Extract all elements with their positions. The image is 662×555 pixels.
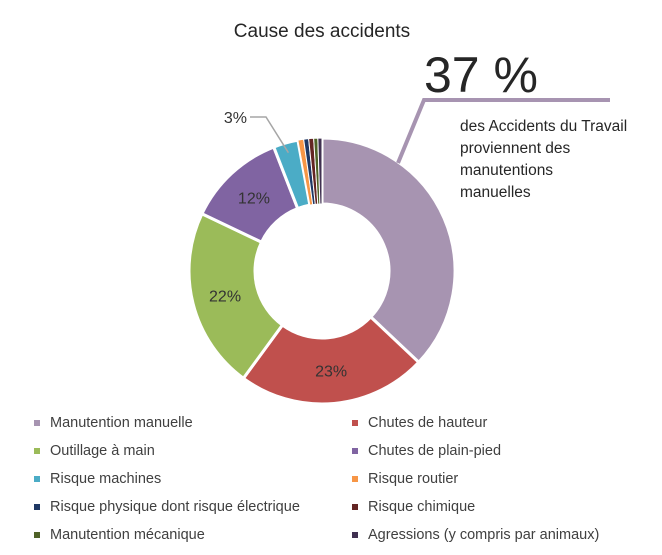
legend-label: Risque physique dont risque électrique [50, 498, 300, 515]
legend-swatch [34, 419, 40, 426]
legend-swatch [352, 503, 358, 510]
legend-item-manutention-manuelle: Manutention manuelle [34, 412, 352, 433]
donut-chart: Cause des accidents 23% 22% 12% 3% 37 % des… [187, 21, 627, 406]
legend-item-chutes-de-hauteur: Chutes de hauteur [352, 412, 644, 433]
legend-label: Manutention mécanique [50, 526, 205, 543]
legend-label: Chutes de hauteur [368, 414, 488, 431]
callout: 37 % des Accidents du Travail proviennen… [396, 47, 627, 201]
leader-line-risque-machines [250, 116, 290, 154]
callout-line-2: proviennent des [460, 140, 571, 157]
legend-item-agressions-y-compris-par-animaux: Agressions (y compris par animaux) [352, 524, 644, 545]
legend-item-risque-chimique: Risque chimique [352, 496, 644, 517]
legend-label: Outillage à main [50, 442, 155, 459]
slice-chutes-de-hauteur [241, 314, 421, 406]
legend-swatch [34, 447, 40, 454]
legend-swatch [34, 475, 40, 482]
legend-item-risque-physique-dont-risque-electrique: Risque physique dont risque électrique [34, 496, 352, 517]
legend-swatch [34, 503, 40, 510]
callout-value: 37 % [424, 47, 538, 103]
legend-item-risque-machines: Risque machines [34, 468, 352, 489]
legend-label: Risque routier [368, 470, 459, 487]
callout-line-3: manutentions [460, 162, 553, 179]
legend-swatch [34, 531, 40, 538]
data-label-risque-machines: 3% [224, 110, 247, 127]
slice-outillage-a-main [187, 211, 285, 381]
chart-title: Cause des accidents [234, 21, 410, 42]
data-label-outillage-a-main: 22% [209, 288, 241, 305]
data-label-chutes-de-hauteur: 23% [315, 364, 347, 381]
callout-leader-line [396, 98, 610, 164]
callout-line-1: des Accidents du Travail [460, 118, 627, 135]
legend-label: Agressions (y compris par animaux) [368, 526, 600, 543]
legend-label: Risque chimique [368, 498, 476, 515]
legend-label: Risque machines [50, 470, 162, 487]
legend-item-manutention-mecanique: Manutention mécanique [34, 524, 352, 545]
legend-swatch [352, 419, 358, 426]
legend-swatch [352, 531, 358, 538]
data-label-chutes-de-plain-pied: 12% [238, 191, 270, 208]
legend-swatch [352, 447, 358, 454]
legend-item-chutes-de-plain-pied: Chutes de plain-pied [352, 440, 644, 461]
legend: Manutention manuelle Chutes de hauteur Out… [34, 412, 644, 545]
legend-item-risque-routier: Risque routier [352, 468, 644, 489]
legend-label: Chutes de plain-pied [368, 442, 502, 459]
legend-label: Manutention manuelle [50, 414, 193, 431]
slice-manutention-manuelle [320, 136, 457, 365]
slice-agressions-y-compris-par-animaux [317, 137, 323, 205]
callout-line-4: manuelles [460, 184, 531, 201]
legend-swatch [352, 475, 358, 482]
legend-item-outillage-a-main: Outillage à main [34, 440, 352, 461]
